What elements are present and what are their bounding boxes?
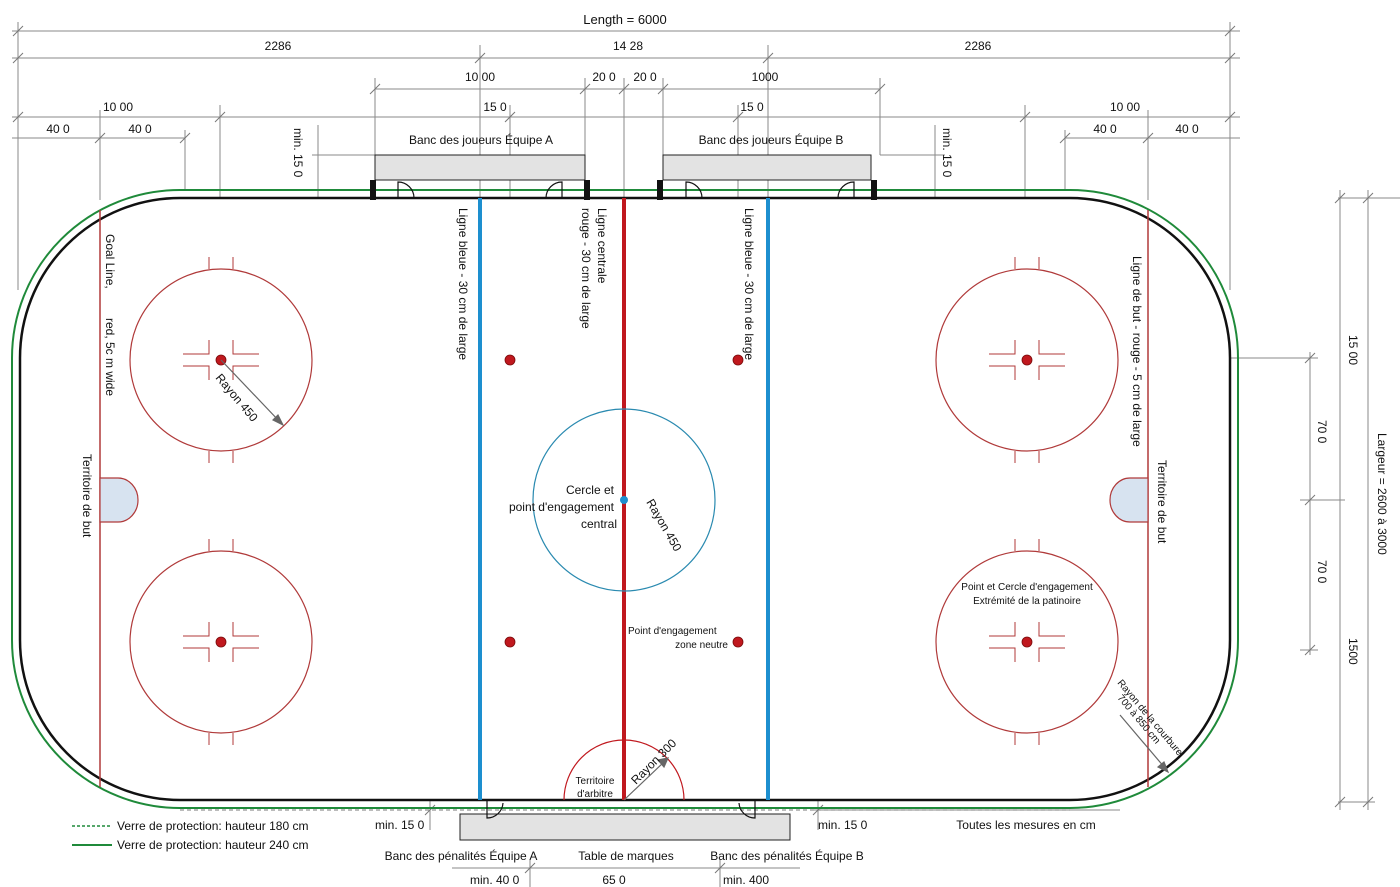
dim-700-bottom: 70 0 [1315, 560, 1329, 584]
dim-650: 65 0 [602, 873, 626, 887]
neutral-dot-label-1: Point d'engagement [628, 626, 717, 637]
referee-crease-label-1: Territoire [576, 776, 615, 787]
dim-min150-left: min. 15 0 [291, 128, 305, 178]
goal-crease-left [99, 477, 139, 523]
dim-700-top: 70 0 [1315, 420, 1329, 444]
length-label: Length = 6000 [583, 12, 667, 27]
center-circle-label-2: point d'engagement [509, 500, 615, 514]
neutral-dot-label-2: zone neutre [675, 640, 728, 651]
referee-crease-label-2: d'arbitre [577, 789, 613, 800]
dim-1428: 14 28 [613, 39, 643, 53]
dim-min400-left: min. 40 0 [470, 873, 520, 887]
dim-400-r2: 40 0 [1175, 122, 1199, 136]
dim-bench-a: 10 00 [465, 70, 495, 84]
legend-glass-180: Verre de protection: hauteur 180 cm [117, 819, 308, 833]
end-dot-label-1: Point et Cercle d'engagement [961, 582, 1093, 593]
bench-a [370, 154, 590, 200]
referee-crease [563, 739, 685, 801]
dim-2286-right: 2286 [965, 39, 992, 53]
dim-end-left: 10 00 [103, 100, 133, 114]
dim-gap-b: 20 0 [633, 70, 657, 84]
goal-territory-right-label: Territoire de but [1155, 460, 1169, 544]
center-circle-label-1: Cercle et [566, 483, 615, 497]
goal-line-left-label-1: Goal Line, [103, 234, 117, 289]
goal-crease-right [1109, 477, 1149, 523]
bench-a-label: Banc des joueurs Équipe A [409, 132, 553, 147]
dim-1500-top: 15 00 [1346, 335, 1360, 365]
center-line-label-1: Ligne centrale [595, 208, 609, 284]
dim-bench-b: 1000 [752, 70, 779, 84]
penalty-b-label: Banc des pénalités Équipe B [710, 848, 863, 863]
dim-400-r1: 40 0 [1093, 122, 1117, 136]
dim-400-l1: 40 0 [46, 122, 70, 136]
all-cm-note: Toutes les mesures en cm [956, 818, 1095, 832]
dim-min150-bottom-right: min. 15 0 [818, 818, 868, 832]
center-faceoff-dot [620, 496, 628, 504]
penalty-box [459, 801, 791, 841]
dim-150-left: 15 0 [483, 100, 507, 114]
center-circle [532, 408, 716, 592]
legend-glass-240: Verre de protection: hauteur 240 cm [117, 838, 308, 852]
dim-400-l2: 40 0 [128, 122, 152, 136]
dim-150-right: 15 0 [740, 100, 764, 114]
dim-min400-right: min. 400 [723, 873, 769, 887]
goal-line-left-label-2: red, 5c m wide [103, 318, 117, 396]
center-circle-label-3: central [581, 517, 617, 531]
goal-territory-left-label: Territoire de but [80, 454, 94, 538]
dimension-texts: Length = 6000 2286 14 28 2286 10 00 20 0… [46, 12, 1389, 887]
dim-gap-a: 20 0 [592, 70, 616, 84]
radius-arrows [220, 359, 1170, 801]
dim-min150-right: min. 15 0 [940, 128, 954, 178]
bench-b-label: Banc des joueurs Équipe B [699, 132, 844, 147]
center-line-label-2: rouge - 30 cm de large [579, 208, 593, 329]
glass-240-outline [11, 189, 1239, 809]
dim-1500-bottom: 1500 [1346, 638, 1360, 665]
dim-end-right: 10 00 [1110, 100, 1140, 114]
dim-min150-bottom-left: min. 15 0 [375, 818, 425, 832]
legend: Verre de protection: hauteur 180 cm Verr… [72, 819, 308, 852]
dim-2286-left: 2286 [265, 39, 292, 53]
width-label: Largeur = 2600 à 3000 [1375, 433, 1389, 555]
bench-b [657, 154, 877, 200]
blue-line-right-label: Ligne bleue - 30 cm de large [742, 208, 756, 360]
blue-line-left-label: Ligne bleue - 30 cm de large [456, 208, 470, 360]
neutral-dots [504, 354, 744, 648]
scorer-table-label: Table de marques [578, 849, 673, 863]
goal-line-right-label: Ligne de but - rouge - 5 cm de large [1130, 256, 1144, 447]
end-dot-label-2: Extrémité de la patinoire [973, 596, 1081, 607]
penalty-a-label: Banc des pénalités Équipe A [385, 848, 538, 863]
